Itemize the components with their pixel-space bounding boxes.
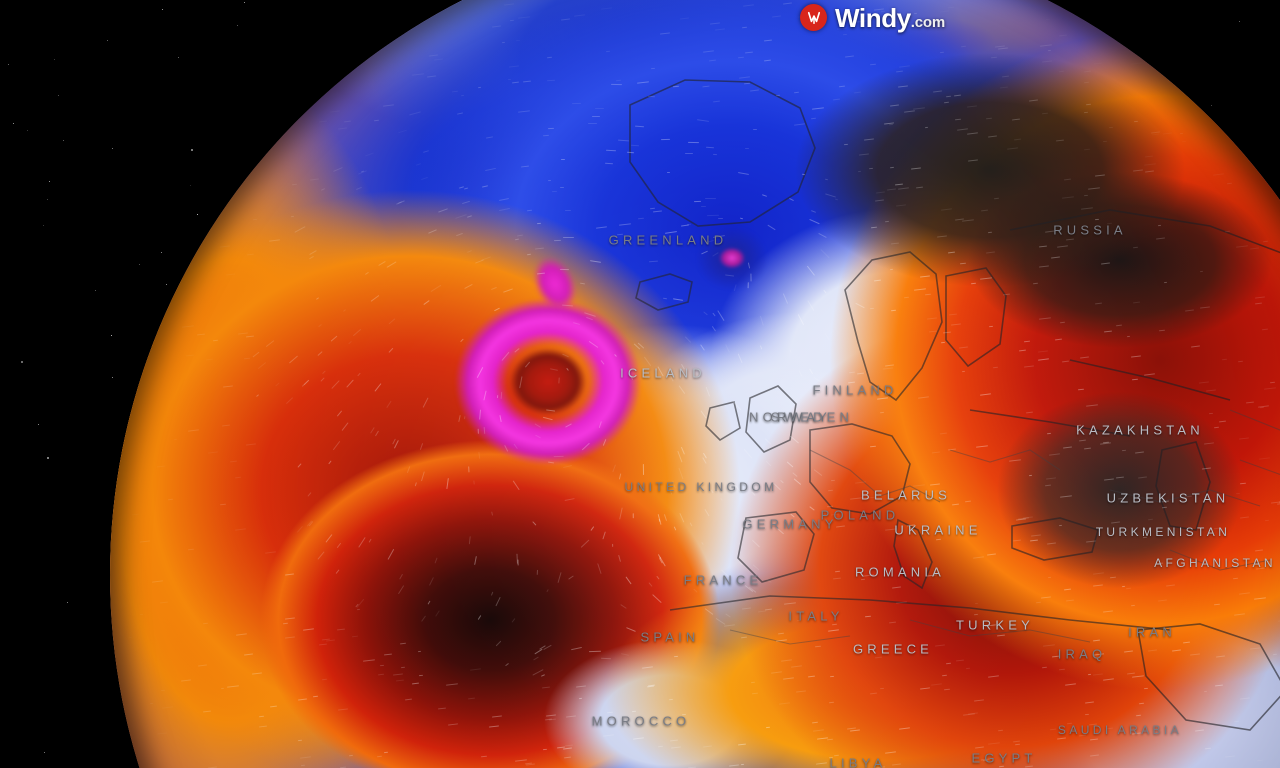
- brand-suffix: .com: [910, 13, 945, 31]
- brand-name: Windy: [835, 2, 911, 33]
- weather-globe[interactable]: [110, 0, 1280, 768]
- norwegian-sea-low: [690, 220, 774, 296]
- coastline-overlay: [110, 0, 1280, 768]
- windy-logo[interactable]: Windy .com: [800, 4, 945, 31]
- windy-logo-icon: [800, 4, 827, 31]
- windy-logo-text: Windy .com: [835, 5, 945, 31]
